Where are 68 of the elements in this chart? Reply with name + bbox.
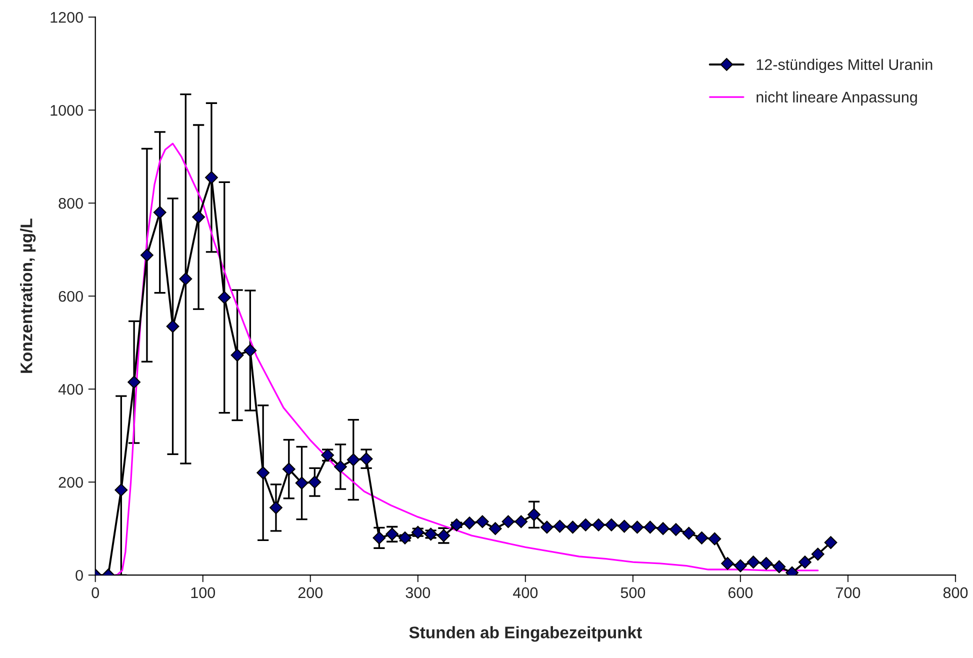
legend-label: nicht lineare Anpassung (756, 91, 917, 106)
legend-label: 12-stündiges Mittel Uranin (756, 58, 932, 73)
point (192, 210, 206, 224)
y-tick-label: 600 (58, 290, 83, 302)
x-tick-label: 100 (191, 587, 216, 598)
point (346, 453, 360, 466)
point (153, 206, 166, 219)
point (798, 556, 812, 569)
y-tick-label: 800 (58, 198, 83, 209)
point (140, 248, 154, 262)
point (218, 291, 231, 304)
point (256, 466, 270, 480)
point (244, 344, 257, 357)
y-tick-label: 1200 (50, 12, 83, 23)
y-tick-label: 200 (58, 476, 83, 488)
point (205, 171, 218, 184)
point (604, 518, 618, 532)
point (463, 516, 476, 530)
point (128, 376, 141, 389)
point (746, 556, 760, 569)
point (114, 484, 128, 496)
x-tick-label: 0 (92, 587, 100, 598)
x-axis-title: Stunden ab Eingabezeitpunkt (409, 626, 642, 642)
x-tick-label: 200 (298, 587, 323, 598)
point (734, 559, 747, 572)
point (372, 531, 386, 544)
point (772, 560, 786, 574)
point (644, 520, 657, 534)
point (708, 532, 722, 546)
point (502, 515, 515, 528)
point (514, 515, 528, 528)
point (540, 520, 554, 534)
x-tick-label: 700 (836, 587, 860, 598)
point (295, 476, 308, 490)
point (592, 518, 605, 532)
point (528, 508, 540, 522)
point (618, 520, 631, 533)
x-tick-label: 400 (513, 587, 538, 598)
point (760, 557, 773, 570)
point (166, 320, 180, 333)
point (308, 476, 322, 489)
point (270, 501, 282, 514)
point (824, 536, 838, 549)
y-tick-label: 1000 (50, 104, 83, 116)
x-tick-label: 800 (943, 587, 968, 598)
x-tick-label: 600 (728, 587, 753, 598)
point (669, 523, 682, 536)
point (566, 520, 580, 534)
point (334, 460, 347, 474)
point (656, 522, 670, 536)
point (721, 557, 734, 570)
point (811, 548, 824, 561)
y-tick-label: 400 (58, 384, 83, 395)
point (282, 462, 296, 476)
point (488, 522, 502, 536)
point (179, 272, 192, 286)
point (360, 452, 373, 466)
y-axis-title: Konzentration, µg/L (20, 218, 36, 373)
point (553, 520, 566, 533)
point (630, 520, 644, 534)
y-tick-label: 0 (76, 570, 83, 581)
point (230, 348, 244, 362)
point (695, 531, 708, 544)
x-tick-label: 500 (620, 587, 646, 598)
point (579, 518, 592, 532)
point (476, 515, 489, 528)
point (682, 526, 696, 540)
x-tick-label: 300 (406, 587, 430, 598)
